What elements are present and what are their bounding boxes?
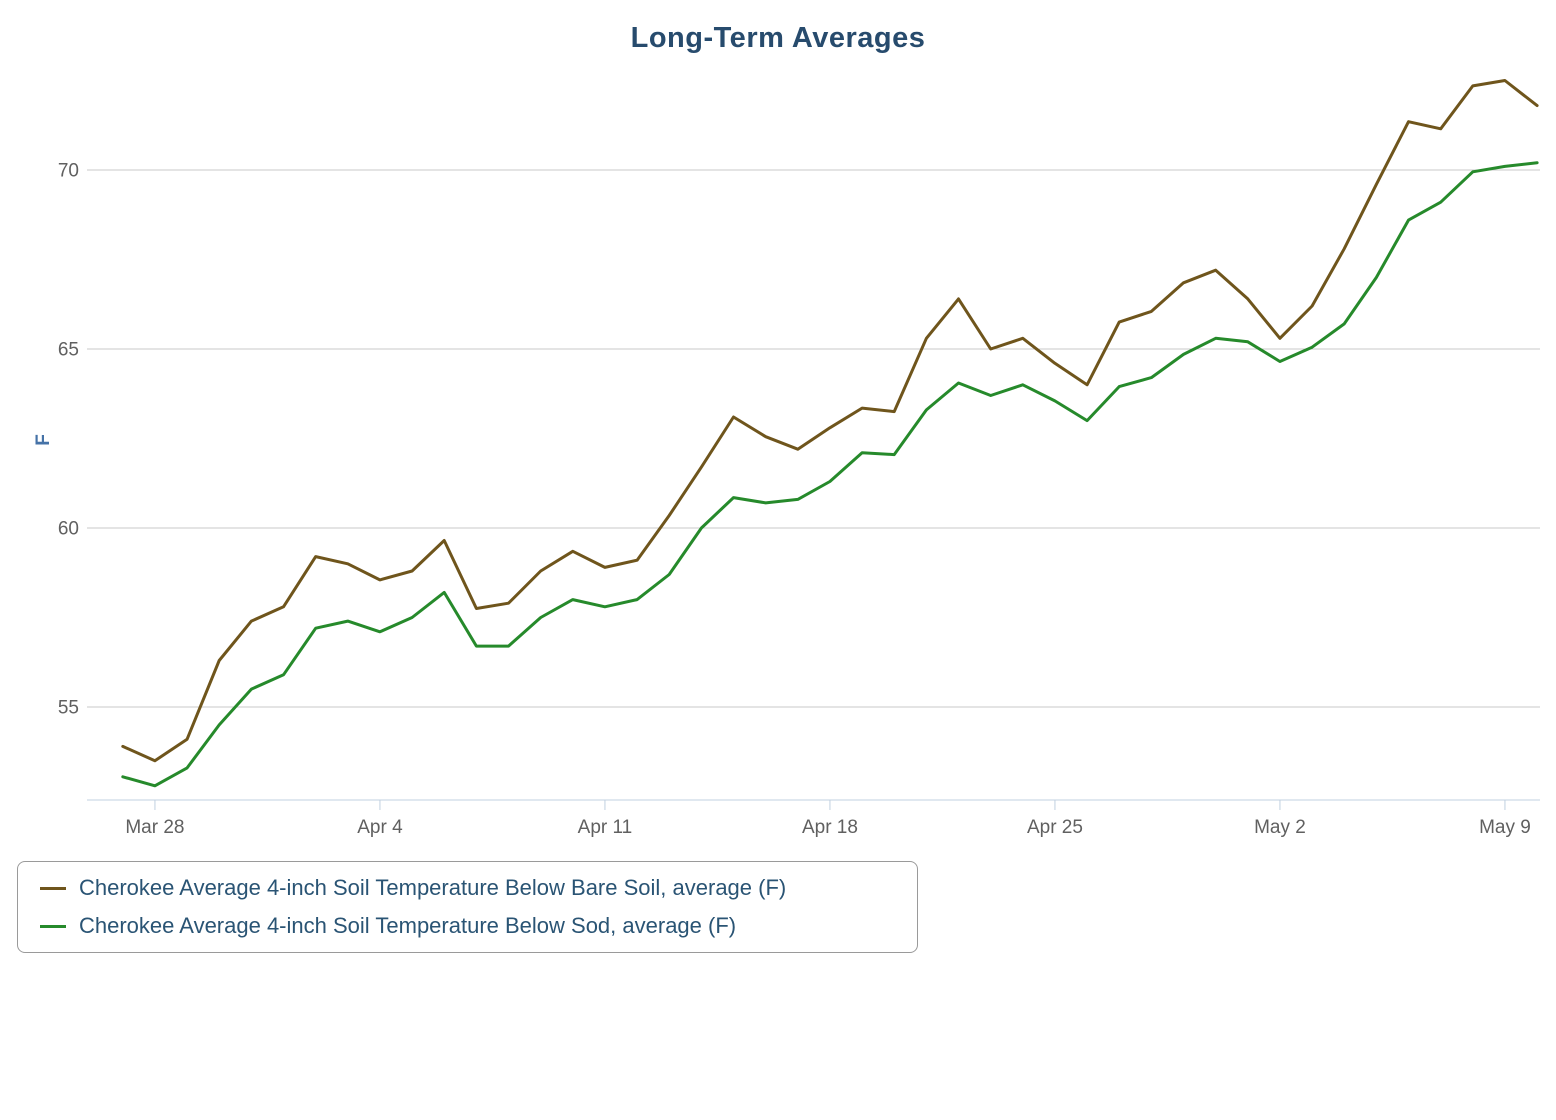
legend-item-sod[interactable]: Cherokee Average 4-inch Soil Temperature… (40, 907, 917, 945)
chart-title: Long-Term Averages (630, 22, 926, 54)
legend-item-bare-soil[interactable]: Cherokee Average 4-inch Soil Temperature… (40, 869, 917, 907)
y-tick-label: 55 (58, 698, 79, 719)
legend: Cherokee Average 4-inch Soil Temperature… (17, 861, 918, 953)
y-tick-label: 70 (58, 161, 79, 182)
x-tick-label: Mar 28 (125, 817, 184, 838)
x-tick-label: Apr 4 (357, 817, 403, 838)
legend-line-swatch (40, 924, 66, 928)
legend-item-label: Cherokee Average 4-inch Soil Temperature… (79, 913, 737, 938)
y-tick-label: 60 (58, 519, 79, 540)
series-line-sod (121, 161, 1539, 788)
x-tick-label: Apr 25 (1027, 817, 1083, 838)
x-tick-label: May 9 (1479, 817, 1531, 838)
x-tick-label: Apr 18 (802, 817, 858, 838)
y-axis-title: F (33, 434, 54, 446)
legend-item-label: Cherokee Average 4-inch Soil Temperature… (79, 875, 787, 900)
x-tick-label: May 2 (1254, 817, 1306, 838)
y-tick-label: 65 (58, 340, 79, 361)
legend-line-swatch (40, 886, 66, 890)
x-tick-label: Apr 11 (578, 817, 633, 838)
series-line-bare-soil (121, 79, 1539, 763)
